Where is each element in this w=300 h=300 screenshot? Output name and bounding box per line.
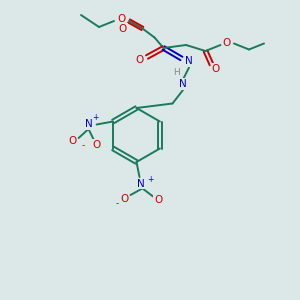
Text: O: O xyxy=(117,14,126,25)
Text: O: O xyxy=(154,195,162,206)
Text: O: O xyxy=(119,23,127,34)
Text: +: + xyxy=(147,176,153,184)
Text: N: N xyxy=(179,79,187,89)
Text: O: O xyxy=(212,64,220,74)
Text: O: O xyxy=(135,55,144,65)
Text: O: O xyxy=(222,38,231,49)
Text: O: O xyxy=(92,140,101,150)
Text: N: N xyxy=(185,56,193,67)
Text: N: N xyxy=(137,178,145,189)
Text: N: N xyxy=(85,119,92,130)
Text: +: + xyxy=(92,113,98,122)
Text: -: - xyxy=(116,200,118,208)
Text: O: O xyxy=(120,194,129,205)
Text: O: O xyxy=(68,136,77,146)
Text: -: - xyxy=(82,142,85,151)
Text: H: H xyxy=(174,68,180,77)
